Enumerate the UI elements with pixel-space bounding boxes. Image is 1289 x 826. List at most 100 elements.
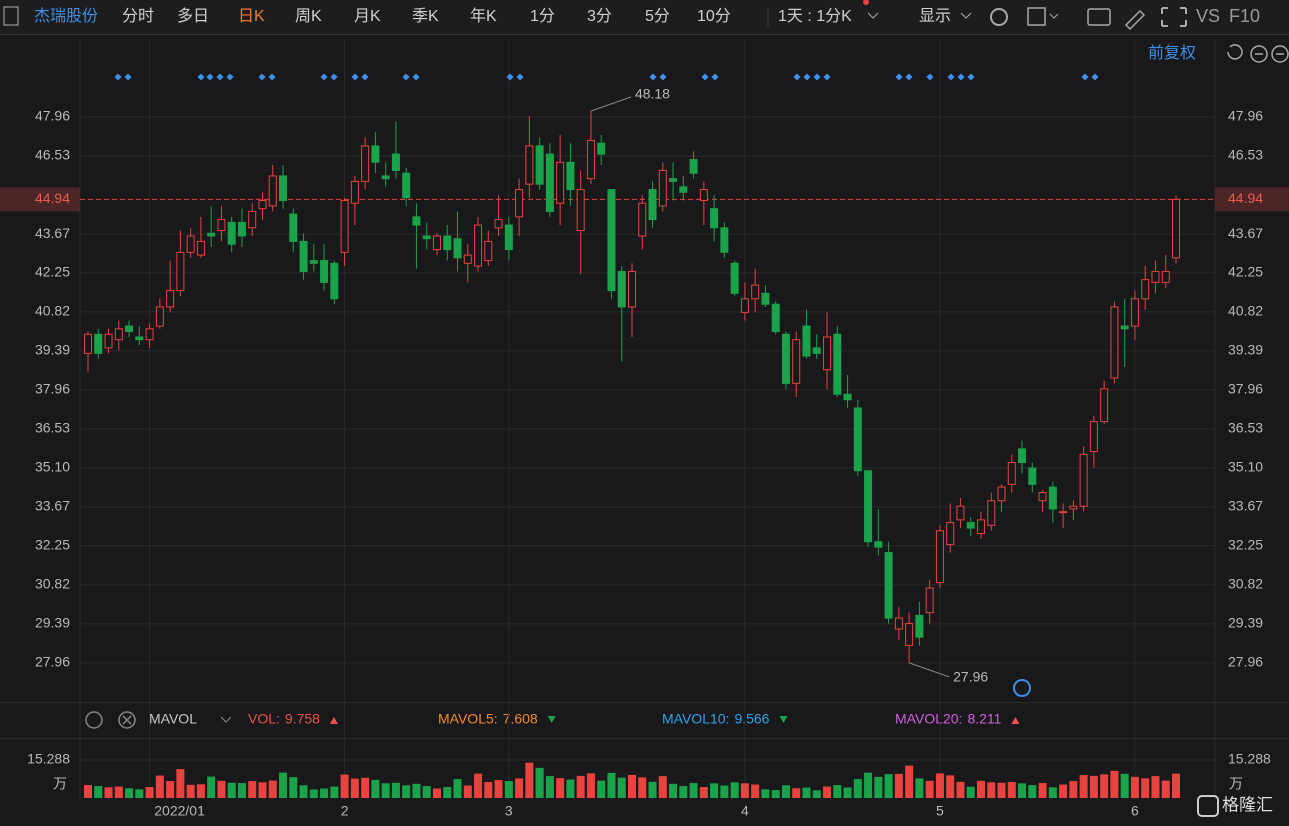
volume-bar: [956, 781, 965, 798]
y-tick-label: 47.96: [35, 108, 70, 124]
volume-bar: [915, 778, 924, 798]
y-tick-label-right: 40.82: [1228, 303, 1263, 319]
volume-bar: [566, 779, 575, 798]
period-tab[interactable]: 季K: [412, 7, 439, 25]
candle-body: [515, 189, 524, 218]
volume-bar: [751, 784, 760, 798]
signal-marker: [114, 73, 122, 81]
volume-bar: [443, 787, 452, 798]
volume-bar: [720, 785, 729, 798]
low-annotation: 27.96: [953, 669, 988, 685]
volume-bar: [237, 783, 246, 798]
range-select[interactable]: 1天 : 1分K: [778, 7, 852, 25]
indicator-name[interactable]: MAVOL: [149, 711, 197, 727]
period-tab[interactable]: 日K: [238, 8, 265, 25]
stock-name[interactable]: 杰瑞股份: [34, 7, 98, 25]
volume-bar: [1151, 776, 1160, 798]
candle-body: [371, 145, 380, 163]
volume-bar: [556, 778, 565, 798]
fullscreen-icon[interactable]: [1161, 7, 1187, 27]
settings-icon[interactable]: [990, 8, 1008, 26]
volume-bar: [340, 774, 349, 798]
volume-bar: [1130, 776, 1139, 798]
candle-body: [740, 298, 749, 313]
period-tab[interactable]: 年K: [470, 7, 497, 25]
y-tick-label: 40.82: [35, 303, 70, 319]
candle-body: [453, 238, 462, 259]
signal-marker: [226, 73, 234, 81]
period-tab[interactable]: 1分: [530, 7, 555, 25]
signal-marker: [926, 73, 934, 81]
display-button[interactable]: 显示: [919, 8, 951, 25]
adjust-button[interactable]: 前复权: [1148, 44, 1196, 62]
indicator-value: 8.211: [967, 711, 1001, 727]
signal-marker: [320, 73, 328, 81]
candle-body: [176, 251, 185, 292]
color-icon[interactable]: [1027, 7, 1046, 26]
volume-bar: [217, 780, 226, 798]
indicator-close[interactable]: [118, 711, 136, 729]
volume-bar: [484, 782, 493, 798]
candle-body: [905, 623, 914, 646]
y-tick-label-right: 33.67: [1228, 498, 1263, 514]
volume-bar: [730, 782, 739, 798]
candle-body: [874, 541, 883, 548]
volume-bar: [586, 773, 595, 798]
candle-body: [186, 235, 195, 253]
volume-bar: [997, 782, 1006, 798]
y-tick-label-right: 46.53: [1228, 147, 1263, 163]
candle-body: [781, 333, 790, 384]
x-tick-label: 4: [741, 803, 749, 819]
period-tab[interactable]: 5分: [645, 7, 670, 25]
period-tab[interactable]: 多日: [177, 7, 209, 25]
x-tick-label: 6: [1131, 803, 1139, 819]
vs-button[interactable]: VS: [1196, 6, 1220, 26]
period-tab[interactable]: 10分: [697, 7, 731, 25]
candle-body: [586, 139, 595, 180]
unit-label-right: 万: [1229, 776, 1243, 792]
candle-body: [155, 306, 164, 327]
candle-body: [699, 189, 708, 201]
candle-body: [617, 270, 626, 308]
candle-body: [976, 519, 985, 534]
y-tick-label-right: 32.25: [1228, 536, 1263, 552]
candle-body: [761, 292, 770, 305]
signal-marker: [793, 73, 801, 81]
volume-bar: [114, 786, 123, 798]
dropdown-arrow: [960, 12, 972, 19]
volume-bar: [638, 777, 647, 798]
reset-icon[interactable]: [1227, 44, 1243, 60]
period-tab[interactable]: 分时: [122, 7, 154, 25]
signal-marker: [967, 73, 975, 81]
zoom-in-icon[interactable]: [1271, 45, 1289, 63]
volume-bar: [761, 789, 770, 798]
f10-button[interactable]: F10: [1229, 6, 1260, 26]
volume-bar: [145, 787, 154, 798]
signal-marker: [361, 73, 369, 81]
volume-bar: [504, 781, 513, 798]
volume-bar: [1048, 787, 1057, 798]
candle-body: [669, 178, 678, 182]
signal-marker: [197, 73, 205, 81]
candle-body: [196, 240, 205, 256]
period-tab[interactable]: 月K: [354, 8, 381, 25]
camera-icon[interactable]: [1087, 8, 1111, 26]
y-tick-label: 37.96: [35, 381, 70, 397]
x-tick-label: 5: [936, 803, 944, 819]
volume-bar: [689, 783, 698, 798]
candle-body: [638, 202, 647, 237]
candle-body: [1120, 325, 1129, 330]
indicator-settings[interactable]: [85, 711, 103, 729]
volume-bar: [104, 787, 113, 798]
draw-icon[interactable]: [1124, 9, 1146, 31]
search-icon[interactable]: [1013, 679, 1031, 697]
candle-body: [545, 153, 554, 212]
y-tick-label-right: 36.53: [1228, 420, 1263, 436]
menu-icon[interactable]: [3, 6, 19, 26]
period-tab[interactable]: 3分: [587, 7, 612, 25]
indicator-close: [122, 715, 132, 725]
zoom-out-icon[interactable]: [1250, 45, 1268, 63]
x-tick-label: 2: [341, 803, 349, 819]
period-tab[interactable]: 周K: [295, 8, 322, 25]
volume-bar: [412, 783, 421, 798]
